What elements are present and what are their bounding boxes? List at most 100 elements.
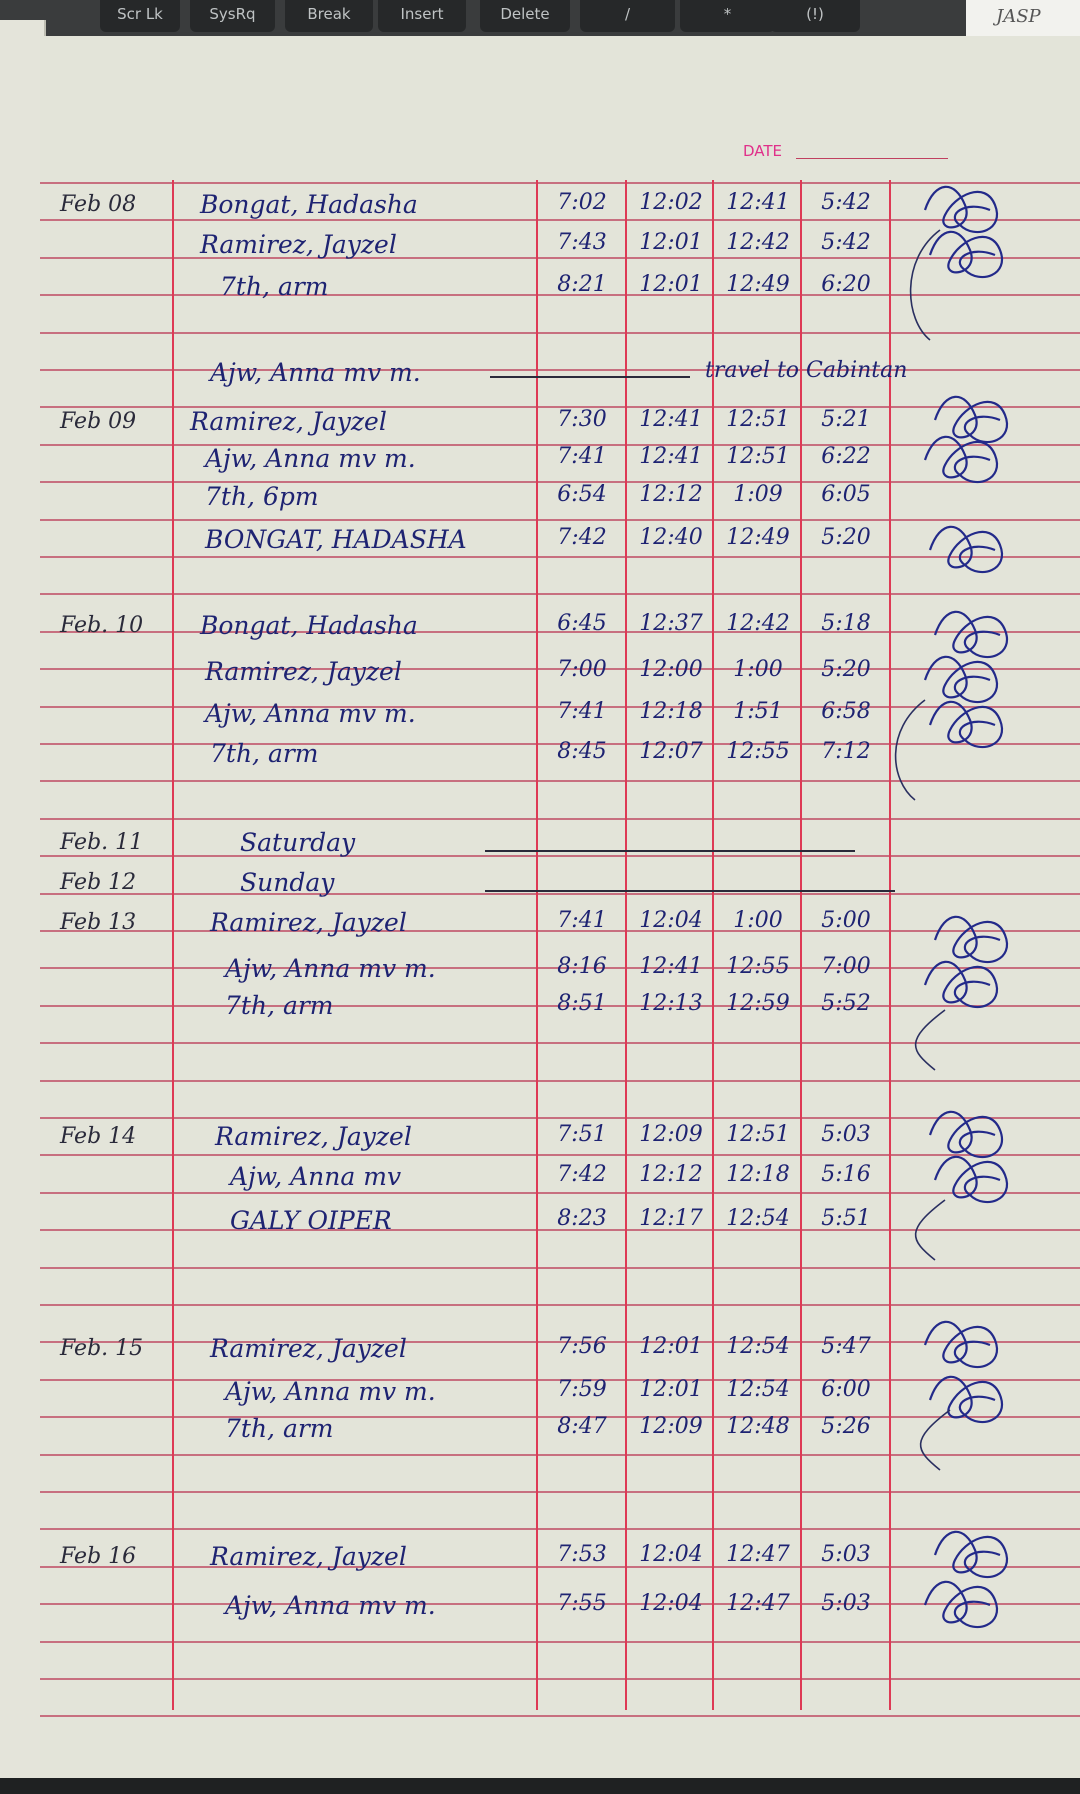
signature-scribble [923,185,999,234]
time-cell: 6:00 [821,1377,871,1402]
employee-name: Ramirez, Jayzel [190,407,387,436]
time-cell: 12:51 [726,1122,790,1147]
time-cell: 5:00 [821,908,871,933]
time-cell: 5:16 [821,1162,871,1187]
ruled-line [40,855,1080,858]
time-cell: 5:18 [821,611,871,636]
time-cell: 1:51 [733,699,783,724]
entry-date: Feb. 10 [60,613,144,638]
entry-date: Feb 12 [60,870,137,895]
column-rule [712,180,714,1710]
entry-date: Feb 14 [60,1124,137,1149]
time-cell: 12:12 [639,1162,703,1187]
column-rule [889,180,891,1710]
signature-scribble [933,915,1009,964]
time-cell: 12:00 [639,657,703,682]
time-cell: 5:20 [821,525,871,550]
ruled-line [40,1453,1080,1456]
employee-name: 7th, arm [225,991,334,1020]
ruled-line [40,1191,1080,1194]
column-rule [800,180,802,1710]
ruled-line [40,518,1080,521]
time-cell: 7:42 [557,1162,607,1187]
time-cell: 8:45 [557,739,607,764]
time-cell: 12:49 [726,272,790,297]
time-cell: 12:01 [639,272,703,297]
time-cell: 5:03 [821,1591,871,1616]
ruled-line [40,705,1080,708]
ruled-line [40,1004,1080,1007]
column-rule [172,180,174,1710]
time-cell: 12:07 [639,739,703,764]
dash-line [490,376,690,378]
signature-scribble [928,1110,1004,1159]
ruled-line [40,743,1080,745]
signature-scribble [928,1375,1004,1424]
time-cell: 12:55 [726,739,790,764]
time-cell: 5:42 [821,190,871,215]
employee-name: Ajw, Anna mv m. [205,444,416,473]
time-cell: 12:40 [639,525,703,550]
employee-name: Ajw, Anna mv m. [225,954,436,983]
time-cell: 8:47 [557,1414,607,1439]
time-cell: 7:12 [821,739,871,764]
employee-name: 7th, arm [210,739,319,768]
time-cell: 12:54 [726,1206,790,1231]
time-cell: 7:59 [557,1377,607,1402]
keyboard-key: Insert [378,0,466,32]
time-cell: 8:23 [557,1206,607,1231]
ruled-line [40,593,1080,596]
signature-scribble [928,230,1004,279]
time-cell: 12:42 [726,611,790,636]
time-cell: 7:55 [557,1591,607,1616]
keyboard-key: / [580,0,675,32]
time-cell: 5:03 [821,1122,871,1147]
ruled-line [40,1154,1080,1157]
employee-name: Ramirez, Jayzel [210,1542,407,1571]
employee-name: Ramirez, Jayzel [210,908,407,937]
employee-name: Ramirez, Jayzel [215,1122,412,1151]
time-cell: 7:30 [557,407,607,432]
desk-edge [0,1778,1080,1794]
time-cell: 12:41 [639,444,703,469]
time-cell: 12:55 [726,954,790,979]
signature-scribble [928,700,1004,749]
time-cell: 5:21 [821,407,871,432]
signature-scribble [923,435,999,484]
employee-name: Ajw, Anna mv m. [225,1377,436,1406]
employee-name: Sunday [240,868,335,897]
ruled-line [40,481,1080,484]
keyboard-key: Break [285,0,373,32]
time-cell: 12:12 [639,482,703,507]
ruled-line [40,1565,1080,1568]
ruled-line [40,817,1080,820]
ruled-line [40,1042,1080,1045]
employee-name: Saturday [240,828,356,857]
logbook-page [40,36,1080,1781]
ruled-line [40,406,1080,409]
ruled-line [40,967,1080,970]
time-cell: 6:45 [557,611,607,636]
time-cell: 5:26 [821,1414,871,1439]
employee-name: GALY OIPER [230,1206,392,1235]
signature-scribble [923,655,999,704]
keyboard-key: (!) [770,0,860,32]
time-cell: 12:18 [726,1162,790,1187]
employee-name: Ramirez, Jayzel [205,657,402,686]
signature-scribble [933,610,1009,659]
time-cell: 12:09 [639,1122,703,1147]
signature-scribble [923,1580,999,1629]
time-cell: 7:41 [557,908,607,933]
employee-name: 7th, 6pm [205,482,319,511]
time-cell: 12:09 [639,1414,703,1439]
time-cell: 12:47 [726,1542,790,1567]
time-cell: 12:54 [726,1377,790,1402]
time-cell: 12:51 [726,444,790,469]
time-cell: 1:09 [733,482,783,507]
employee-name: Ajw, Anna mv m. [205,699,416,728]
ruled-line [40,892,1080,895]
time-cell: 7:02 [557,190,607,215]
ruled-line [40,1079,1080,1082]
keyboard-key: Scr Lk [100,0,180,32]
